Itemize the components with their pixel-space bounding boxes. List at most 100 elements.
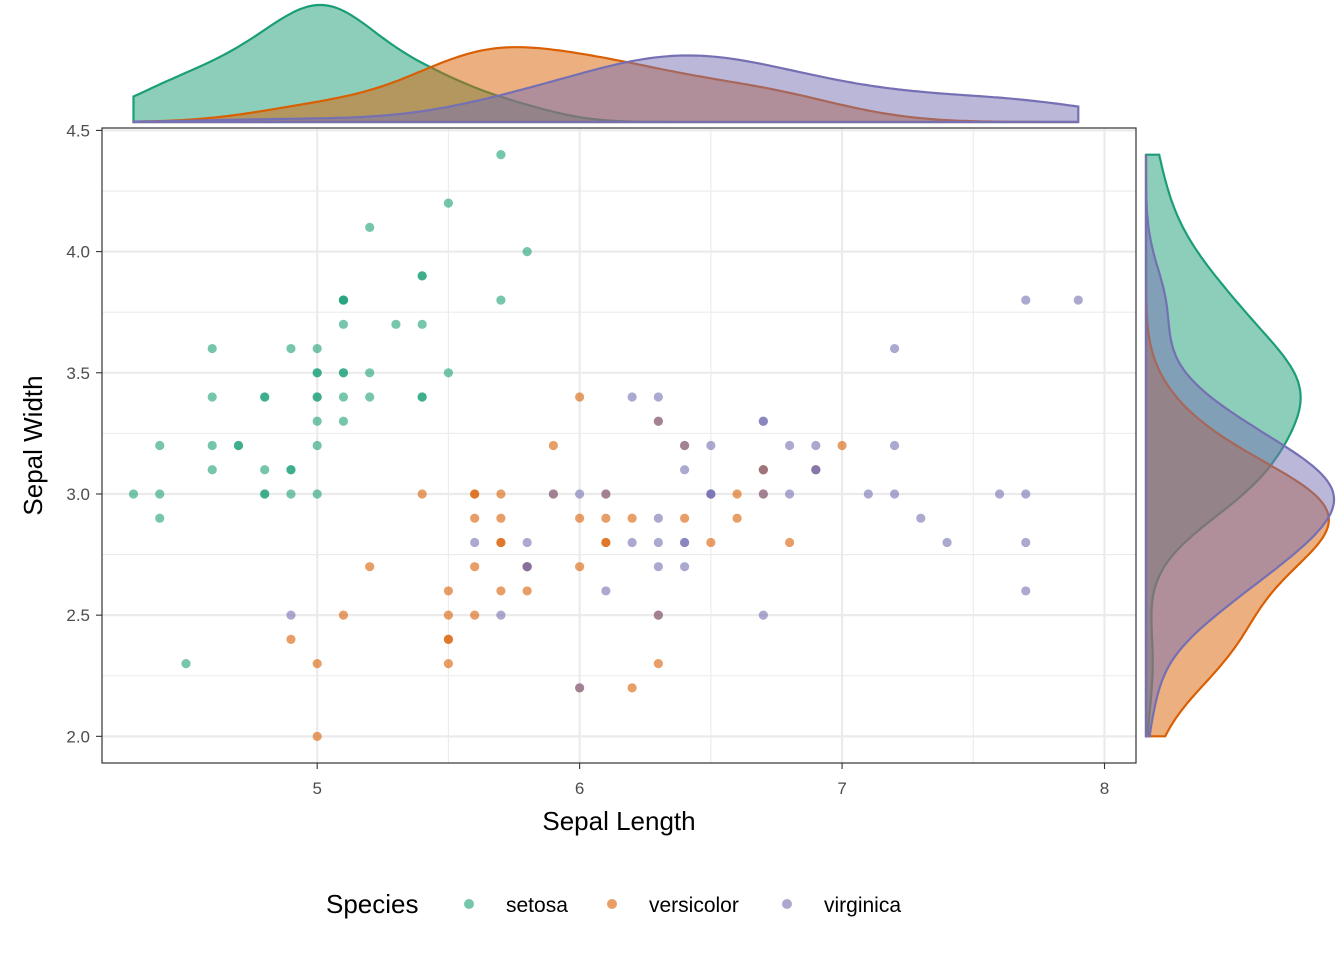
data-point-setosa xyxy=(338,368,349,378)
data-point-versicolor xyxy=(680,513,690,523)
data-point-virginica xyxy=(784,440,795,451)
data-point-versicolor xyxy=(575,562,585,572)
data-point-virginica xyxy=(522,562,532,572)
data-point-virginica xyxy=(470,537,480,548)
legend-key-virginica xyxy=(782,899,792,909)
data-point-setosa xyxy=(312,489,322,499)
data-point-virginica xyxy=(680,537,690,548)
data-point-virginica xyxy=(653,537,663,548)
data-point-setosa xyxy=(312,416,322,426)
data-point-setosa xyxy=(338,319,349,329)
legend: Species setosa versicolor virginica xyxy=(326,889,901,919)
data-point-setosa xyxy=(260,465,270,475)
data-point-virginica xyxy=(889,489,900,499)
top-density-virginica xyxy=(132,54,1080,124)
data-point-virginica xyxy=(496,610,506,620)
data-point-virginica xyxy=(863,489,873,499)
data-point-versicolor xyxy=(496,586,506,596)
data-point-virginica xyxy=(627,392,637,402)
legend-key-versicolor xyxy=(607,899,617,909)
data-point-setosa xyxy=(417,319,427,329)
right-marginal-density xyxy=(1144,153,1336,738)
data-point-setosa xyxy=(286,465,296,475)
data-point-virginica xyxy=(601,489,611,499)
y-axis: 2.0 2.5 3.0 3.5 4.0 4.5 xyxy=(66,121,102,746)
data-point-versicolor xyxy=(784,537,795,548)
data-point-setosa xyxy=(260,392,270,402)
data-point-virginica xyxy=(575,489,585,499)
data-point-setosa xyxy=(155,513,165,523)
data-point-virginica xyxy=(653,513,663,523)
data-point-virginica xyxy=(758,465,768,475)
legend-label-virginica: virginica xyxy=(824,894,901,917)
data-point-virginica xyxy=(784,489,795,499)
data-point-versicolor xyxy=(443,659,454,669)
data-point-virginica xyxy=(758,416,768,426)
data-point-virginica xyxy=(889,343,900,354)
data-point-virginica xyxy=(286,610,296,620)
data-point-versicolor xyxy=(575,392,585,402)
data-point-setosa xyxy=(417,392,427,402)
x-tick-label: 5 xyxy=(312,779,321,798)
data-point-virginica xyxy=(548,489,558,499)
data-point-versicolor xyxy=(496,537,506,548)
data-point-versicolor xyxy=(522,586,532,596)
data-point-setosa xyxy=(496,150,506,160)
data-point-setosa xyxy=(365,392,375,402)
data-point-versicolor xyxy=(286,634,296,644)
data-point-versicolor xyxy=(365,562,375,572)
data-point-versicolor xyxy=(732,489,742,499)
data-point-versicolor xyxy=(627,683,637,693)
y-tick-label: 2.0 xyxy=(66,727,90,746)
data-point-virginica xyxy=(1021,489,1031,499)
data-point-setosa xyxy=(496,295,506,305)
data-point-setosa xyxy=(522,247,532,257)
data-point-setosa xyxy=(312,343,322,354)
data-point-setosa xyxy=(207,465,217,475)
data-point-virginica xyxy=(1021,586,1031,596)
y-tick-label: 4.0 xyxy=(66,243,90,262)
data-point-setosa xyxy=(286,489,296,499)
plot-border xyxy=(101,127,1137,764)
data-point-virginica xyxy=(1021,537,1031,548)
data-point-setosa xyxy=(207,343,217,354)
data-point-versicolor xyxy=(338,610,349,620)
data-point-versicolor xyxy=(443,634,454,644)
data-point-setosa xyxy=(338,295,349,305)
data-point-virginica xyxy=(1021,295,1031,305)
data-point-virginica xyxy=(758,489,768,499)
x-axis-title: Sepal Length xyxy=(542,806,695,836)
data-point-versicolor xyxy=(496,513,506,523)
data-point-virginica xyxy=(811,465,821,475)
data-point-virginica xyxy=(653,416,663,426)
data-point-setosa xyxy=(417,271,427,281)
y-tick-label: 3.0 xyxy=(66,485,90,504)
data-point-setosa xyxy=(155,440,165,451)
data-point-setosa xyxy=(286,343,296,354)
data-point-virginica xyxy=(706,489,716,499)
data-point-setosa xyxy=(207,440,217,451)
data-point-versicolor xyxy=(706,537,716,548)
data-point-setosa xyxy=(365,368,375,378)
x-tick-label: 8 xyxy=(1100,779,1109,798)
data-point-setosa xyxy=(365,222,375,232)
legend-title: Species xyxy=(326,889,419,919)
data-point-versicolor xyxy=(312,731,322,741)
data-point-setosa xyxy=(338,392,349,402)
plot-background xyxy=(102,128,1136,763)
data-point-virginica xyxy=(680,440,690,451)
data-point-virginica xyxy=(653,610,663,620)
y-tick-label: 4.5 xyxy=(66,121,90,140)
data-point-versicolor xyxy=(653,659,663,669)
data-point-virginica xyxy=(627,537,637,548)
data-point-setosa xyxy=(260,489,270,499)
data-point-virginica xyxy=(942,537,952,548)
data-point-virginica xyxy=(653,562,663,572)
data-point-versicolor xyxy=(470,610,480,620)
data-point-versicolor xyxy=(443,610,454,620)
data-point-setosa xyxy=(391,319,401,329)
data-point-versicolor xyxy=(470,562,480,572)
data-point-virginica xyxy=(653,392,663,402)
data-point-setosa xyxy=(233,440,244,451)
